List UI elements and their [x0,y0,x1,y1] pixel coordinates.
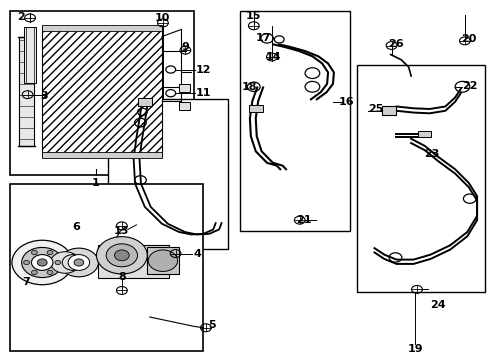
Bar [42,26,162,157]
Circle shape [37,259,47,266]
Circle shape [31,251,37,255]
Circle shape [31,270,37,275]
Circle shape [12,240,73,285]
Text: 25: 25 [368,104,384,114]
Text: 24: 24 [430,300,445,310]
Circle shape [62,255,84,270]
Bar [42,25,162,31]
Text: 5: 5 [208,320,216,330]
Circle shape [47,270,53,275]
Circle shape [68,255,90,270]
Text: 18: 18 [242,82,258,93]
Circle shape [24,260,29,265]
Text: 10: 10 [154,13,170,23]
Text: 1: 1 [92,178,100,188]
Circle shape [31,255,53,270]
Circle shape [50,252,80,273]
Circle shape [115,250,129,261]
Circle shape [148,250,177,271]
Bar [24,27,36,83]
Circle shape [55,260,61,265]
Text: 13: 13 [114,226,129,236]
Text: 9: 9 [181,42,189,52]
Circle shape [59,248,98,277]
Text: 19: 19 [407,343,423,354]
Bar [98,245,169,278]
Bar [10,184,203,351]
Text: 7: 7 [22,277,30,287]
Text: 26: 26 [388,40,403,49]
Circle shape [97,237,147,274]
Bar [19,37,34,146]
Text: 3: 3 [41,91,49,101]
Circle shape [106,244,138,267]
Bar [42,26,162,157]
Text: 21: 21 [296,215,312,225]
Text: 16: 16 [339,97,354,107]
Text: 22: 22 [462,81,478,91]
Text: 20: 20 [461,35,476,44]
Bar [10,12,194,175]
Bar [179,102,190,110]
Text: 12: 12 [196,64,212,75]
Bar [382,107,396,116]
Bar [179,84,190,92]
Bar [357,65,486,292]
Bar [147,247,179,274]
Bar [42,152,162,158]
Circle shape [47,251,53,255]
Text: 15: 15 [246,11,262,21]
Text: 8: 8 [118,272,126,282]
Bar [240,12,350,231]
Text: 23: 23 [424,149,440,159]
Bar [138,98,152,107]
Text: 6: 6 [73,222,80,231]
Text: 2: 2 [17,12,25,22]
Bar [418,131,431,137]
Text: 11: 11 [196,88,212,98]
Bar [249,105,263,112]
Circle shape [22,247,63,278]
Text: 4: 4 [194,248,201,258]
Text: 14: 14 [266,52,281,62]
Bar [108,99,228,249]
Circle shape [74,259,84,266]
Text: 17: 17 [256,33,271,43]
